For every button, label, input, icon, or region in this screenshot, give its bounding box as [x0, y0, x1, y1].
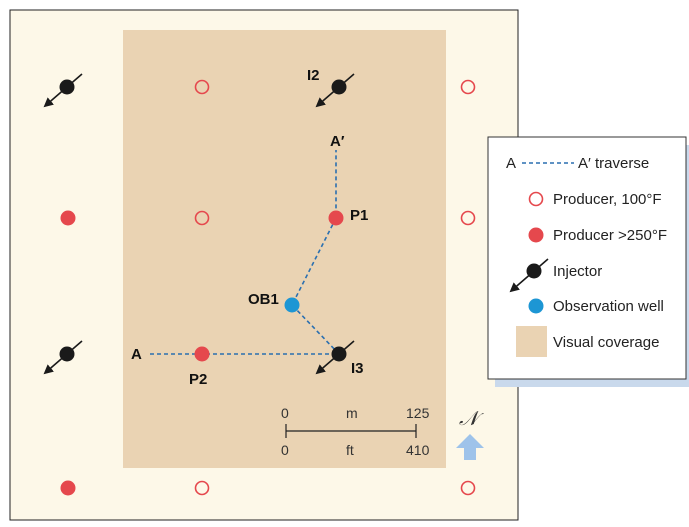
legend-observation-label: Observation well [553, 298, 664, 315]
scale-m-unit: m [346, 405, 358, 421]
scale-ft-start: 0 [281, 442, 289, 458]
producer-100-well [194, 79, 210, 95]
label-ob1: OB1 [248, 291, 279, 308]
legend-traverse-label: A′ traverse [578, 155, 649, 172]
label-i2: I2 [307, 67, 320, 84]
producer-250-well [60, 210, 76, 226]
producer-250-well-p2 [194, 346, 210, 362]
legend-producer-100-label: Producer, 100°F [553, 191, 662, 208]
scale-ft-end: 410 [406, 442, 430, 458]
injector-well-i2 [315, 73, 355, 108]
producer-250-well-p1 [328, 210, 344, 226]
legend-observation-icon [528, 298, 544, 314]
scale-m-start: 0 [281, 405, 289, 421]
scale-m-end: 125 [406, 405, 430, 421]
producer-100-well [460, 480, 476, 496]
north-arrow-icon [456, 434, 484, 460]
legend-injector-label: Injector [553, 263, 602, 280]
producer-100-well [194, 480, 210, 496]
producer-100-well [460, 210, 476, 226]
injector-well [43, 73, 83, 108]
legend-producer-250-icon [528, 227, 544, 243]
legend-producer-100-icon [528, 191, 544, 207]
label-i3: I3 [351, 360, 364, 377]
producer-100-wells [194, 79, 476, 496]
observation-well-ob1 [284, 297, 300, 313]
injector-wells [43, 73, 355, 375]
producer-250-well [60, 480, 76, 496]
label-a-prime: A′ [330, 133, 345, 150]
label-a: A [131, 346, 142, 363]
label-p2: P2 [189, 371, 207, 388]
injector-well-i3 [315, 340, 355, 375]
producer-100-well [460, 79, 476, 95]
legend-coverage-label: Visual coverage [553, 334, 659, 351]
scale-bar: 0 m 125 0 ft 410 [281, 405, 430, 458]
legend: A A′ traverse Producer, 100°F Producer >… [487, 136, 689, 387]
legend-coverage-swatch [516, 326, 547, 357]
legend-injector-icon [509, 258, 549, 293]
label-p1: P1 [350, 207, 368, 224]
producer-100-well [194, 210, 210, 226]
legend-producer-250-label: Producer >250°F [553, 227, 667, 244]
visual-coverage-area [123, 30, 446, 468]
injector-well [43, 340, 83, 375]
traverse-line [150, 150, 341, 355]
scale-ft-unit: ft [346, 442, 354, 458]
producer-250-wells [60, 210, 344, 496]
legend-traverse-start: A [506, 155, 516, 172]
